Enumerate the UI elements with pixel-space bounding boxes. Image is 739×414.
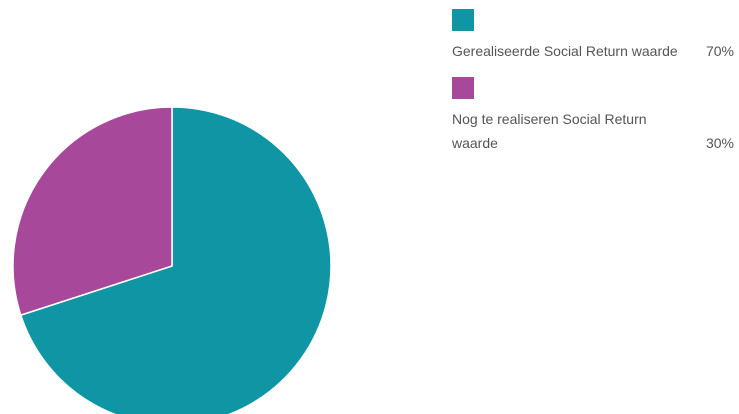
legend-label-remaining: Nog te realiseren Social Return waarde <box>452 111 647 151</box>
legend-percentage-realised: 70% <box>705 43 734 59</box>
legend-percentage-remaining: 30% <box>705 135 734 151</box>
pie-slice-remaining <box>12 106 173 317</box>
legend-text-realised: Gerealiseerde Social Return waarde 70% <box>452 39 736 63</box>
legend-swatch-realised <box>452 9 474 31</box>
legend-item-realised: Gerealiseerde Social Return waarde 70% <box>452 9 739 63</box>
legend-label-realised: Gerealiseerde Social Return waarde <box>452 43 678 59</box>
legend-text-remaining: Nog te realiseren Social Return waarde 3… <box>452 107 736 155</box>
legend-item-remaining: Nog te realiseren Social Return waarde 3… <box>452 77 739 155</box>
pie-slice-realised <box>19 106 332 414</box>
legend: Gerealiseerde Social Return waarde 70% N… <box>452 9 739 169</box>
legend-swatch-remaining <box>452 77 474 99</box>
